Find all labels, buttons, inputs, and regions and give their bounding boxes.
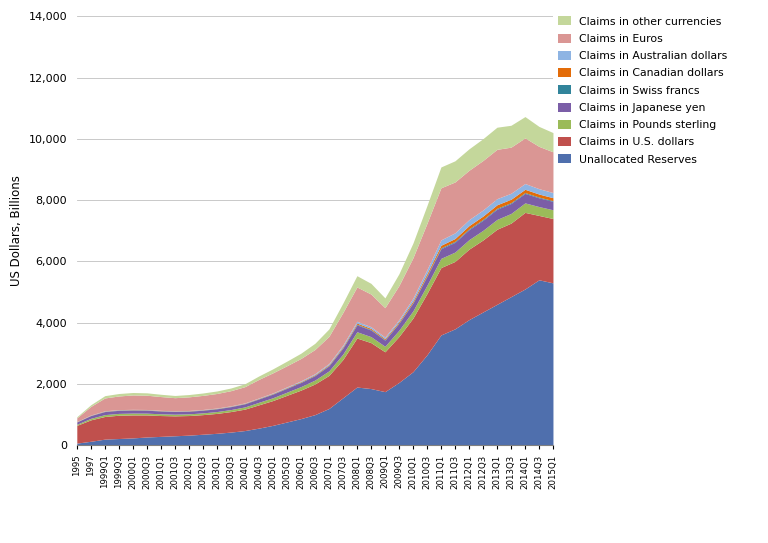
Y-axis label: US Dollars, Billions: US Dollars, Billions: [10, 175, 23, 286]
Legend: Claims in other currencies, Claims in Euros, Claims in Australian dollars, Claim: Claims in other currencies, Claims in Eu…: [558, 16, 727, 165]
